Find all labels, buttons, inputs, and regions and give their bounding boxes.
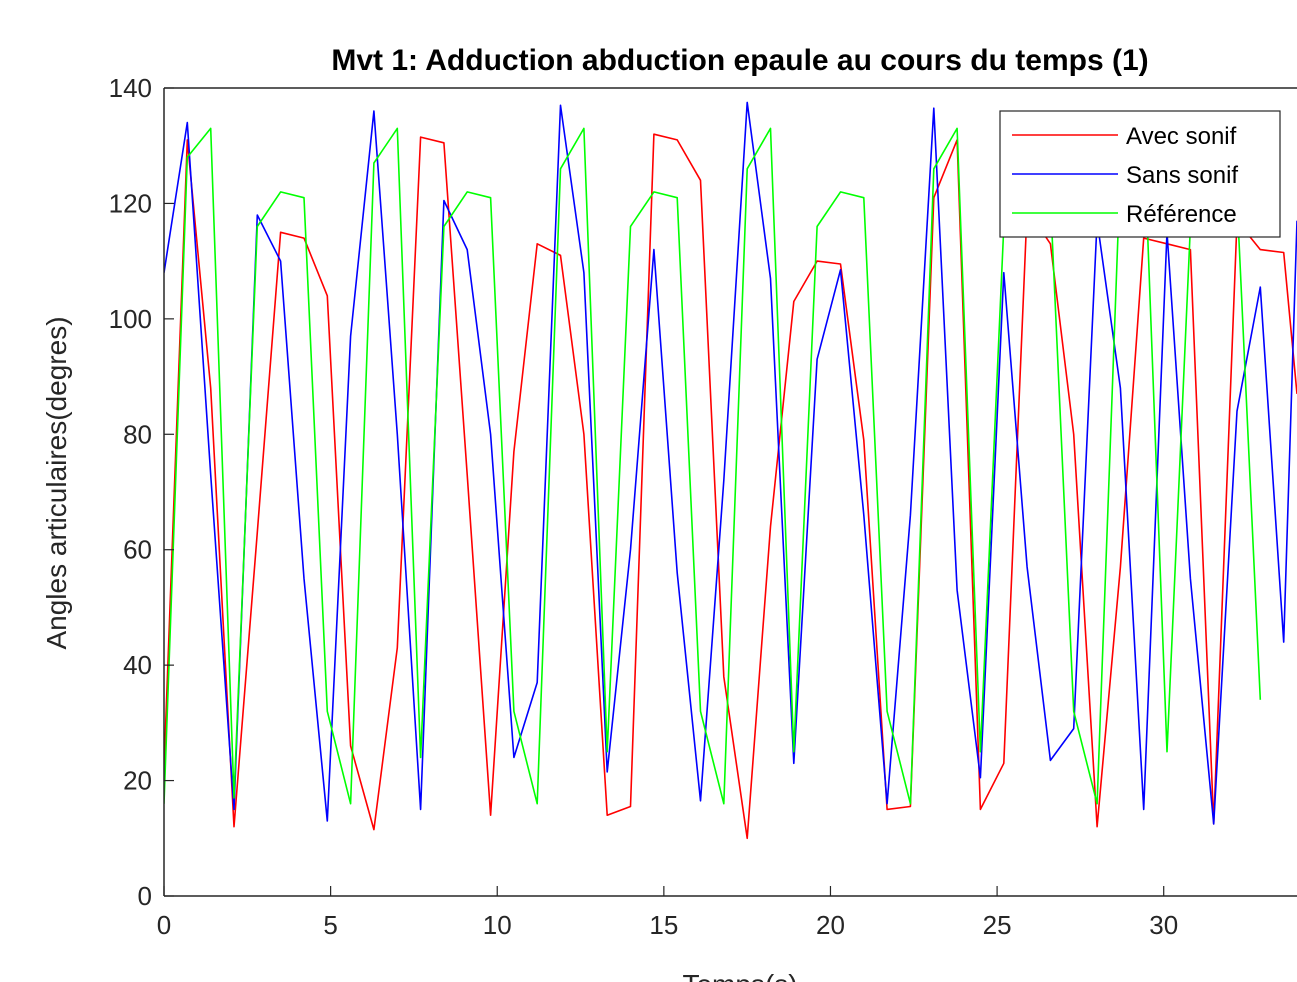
y-tick-label: 40 [123, 650, 152, 680]
y-tick-label: 140 [109, 73, 152, 103]
legend: Avec sonif Sans sonif Référence [999, 110, 1281, 238]
legend-label: Référence [1126, 201, 1237, 228]
x-tick-label: 10 [483, 910, 512, 940]
y-tick-label: 20 [123, 766, 152, 796]
x-tick-label: 5 [323, 910, 337, 940]
y-tick-label: 80 [123, 419, 152, 449]
series-lines [164, 101, 1297, 840]
y-tick-label: 100 [109, 304, 152, 334]
x-tick-label: 0 [157, 910, 171, 940]
series-line-0 [164, 133, 1297, 840]
y-tick-label: 120 [109, 188, 152, 218]
series-line-2 [164, 127, 1262, 805]
y-tick-label: 0 [138, 881, 152, 911]
y-axis-title: Angles articulaires(degres) [41, 316, 72, 649]
x-tick-label: 15 [649, 910, 678, 940]
series-line-1 [164, 101, 1297, 825]
legend-label: Avec sonif [1126, 123, 1237, 150]
x-ticks: 0 5 10 15 20 25 30 [157, 886, 1178, 940]
x-tick-label: 30 [1149, 910, 1178, 940]
legend-label: Sans sonif [1126, 162, 1238, 189]
x-tick-label: 20 [816, 910, 845, 940]
y-tick-label: 60 [123, 535, 152, 565]
x-axis-title: Temps(s) [682, 969, 797, 982]
y-ticks: 0 20 40 60 80 100 120 140 [109, 73, 174, 911]
axes [163, 87, 1297, 897]
chart-title: Mvt 1: Adduction abduction epaule au cou… [331, 44, 1148, 77]
x-tick-label: 25 [983, 910, 1012, 940]
